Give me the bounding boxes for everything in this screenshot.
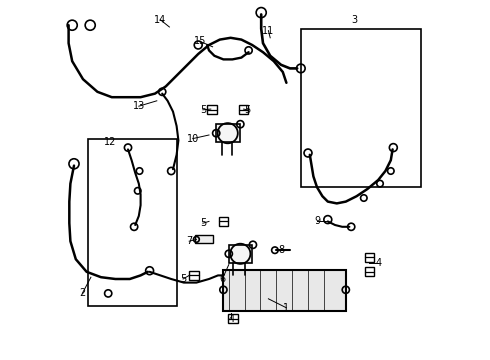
Text: 6: 6 [219, 274, 225, 284]
Text: 2: 2 [79, 288, 85, 298]
Bar [301, 29, 421, 187]
Text: 5: 5 [200, 105, 206, 115]
Text: 14: 14 [154, 15, 167, 25]
Bar [223, 270, 346, 311]
Text: 13: 13 [133, 101, 145, 111]
Text: 12: 12 [104, 137, 116, 147]
Text: 5: 5 [180, 274, 186, 284]
Text: 5: 5 [200, 218, 206, 228]
Text: 10: 10 [187, 134, 199, 144]
Bar [219, 217, 228, 226]
Bar [365, 267, 374, 276]
Bar [229, 245, 252, 263]
Text: 4: 4 [375, 258, 381, 268]
Bar [207, 105, 217, 114]
Text: 15: 15 [194, 36, 206, 46]
Text: 7: 7 [186, 236, 193, 246]
Text: 9: 9 [314, 216, 320, 226]
Bar [88, 139, 176, 306]
Bar [216, 124, 240, 142]
Text: 5: 5 [245, 105, 251, 115]
Bar [195, 235, 213, 243]
Bar [189, 271, 198, 280]
Bar [239, 105, 248, 114]
Text: 8: 8 [278, 245, 284, 255]
Bar [365, 253, 374, 262]
Text: 3: 3 [352, 15, 358, 25]
Text: 4: 4 [228, 314, 234, 324]
Text: 11: 11 [262, 26, 274, 36]
Text: 1: 1 [283, 303, 290, 313]
Bar [228, 314, 238, 323]
